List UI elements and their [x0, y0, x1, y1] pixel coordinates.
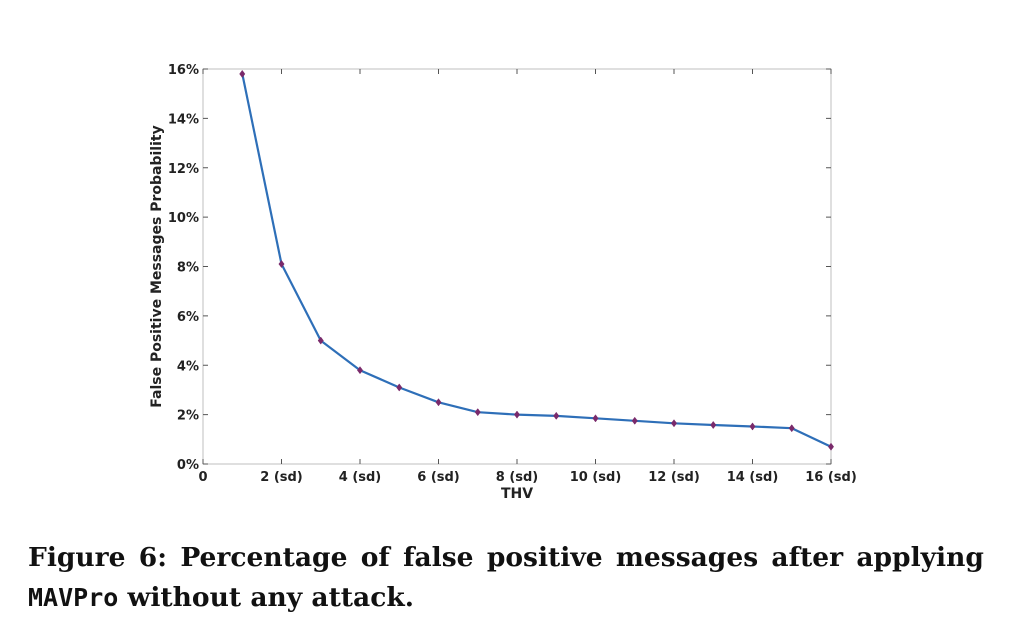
caption-word: Percentage [180, 542, 348, 573]
data-point-marker [592, 414, 599, 423]
caption-word: 6: [138, 542, 168, 573]
data-point-marker [396, 383, 403, 392]
caption-word: messages [615, 542, 759, 573]
data-point-marker [317, 336, 324, 345]
y-tick-label: 8% [177, 261, 199, 276]
series-line [241, 73, 832, 448]
caption-word: after [771, 542, 844, 573]
x-tick-label: 2 (sd) [260, 470, 303, 485]
y-tick-label: 0% [177, 458, 199, 473]
axes: 0 2 (sd) 4 (sd) 6 (sd) 8 (sd) 10 (sd) 12 (sd) 1… [168, 63, 857, 485]
x-tick-label: 12 (sd) [648, 470, 700, 485]
figure-caption: Figure 6: Percentage of false positive message… [28, 538, 984, 618]
x-tick-label: 4 (sd) [339, 470, 382, 485]
x-tick-label: 14 (sd) [727, 470, 779, 485]
y-tick-label: 12% [168, 162, 199, 177]
caption-word: false [403, 542, 474, 573]
caption-word: of [360, 542, 390, 573]
x-tick-label: 0 [198, 470, 207, 485]
caption-line-1: Figure 6: Percentage of false positive message… [28, 538, 984, 578]
data-point-marker [278, 260, 285, 269]
data-point-marker [710, 420, 717, 430]
data-point-marker [513, 410, 521, 419]
data-point-marker [356, 366, 364, 375]
data-point-marker [788, 424, 795, 433]
x-tick-label: 16 (sd) [805, 470, 857, 485]
caption-word: applying [856, 542, 984, 573]
plot-area [202, 68, 832, 465]
y-tick-label: 4% [177, 359, 199, 374]
data-point-marker [435, 398, 442, 407]
x-axis-title: THV [501, 486, 533, 502]
y-tick-label: 6% [177, 310, 199, 325]
data-point-marker [670, 419, 678, 428]
caption-code-name: MAVPro [28, 583, 119, 612]
data-point-marker [749, 422, 756, 431]
x-tick-label: 6 (sd) [417, 470, 460, 485]
line-chart: 0 2 (sd) 4 (sd) 6 (sd) 8 (sd) 10 (sd) 12 (sd) 1… [149, 63, 857, 502]
data-point-marker [553, 411, 560, 420]
x-tick-label: 10 (sd) [570, 470, 622, 485]
caption-rest: without any attack. [118, 582, 414, 613]
caption-line-2: MAVPro without any attack. [28, 578, 984, 618]
data-point-marker [474, 408, 481, 417]
x-tick-label: 8 (sd) [496, 470, 539, 485]
caption-word: positive [486, 542, 603, 573]
y-axis-title: False Positive Messages Probability [149, 125, 165, 407]
series-layer [239, 69, 835, 451]
data-point-marker [827, 442, 835, 451]
y-tick-label: 2% [177, 409, 199, 424]
y-tick-label: 16% [168, 63, 199, 78]
y-tick-label: 10% [168, 211, 199, 226]
caption-word: Figure [28, 542, 126, 573]
data-point-marker [239, 69, 246, 78]
y-tick-label: 14% [168, 112, 199, 127]
data-point-marker [631, 416, 638, 425]
